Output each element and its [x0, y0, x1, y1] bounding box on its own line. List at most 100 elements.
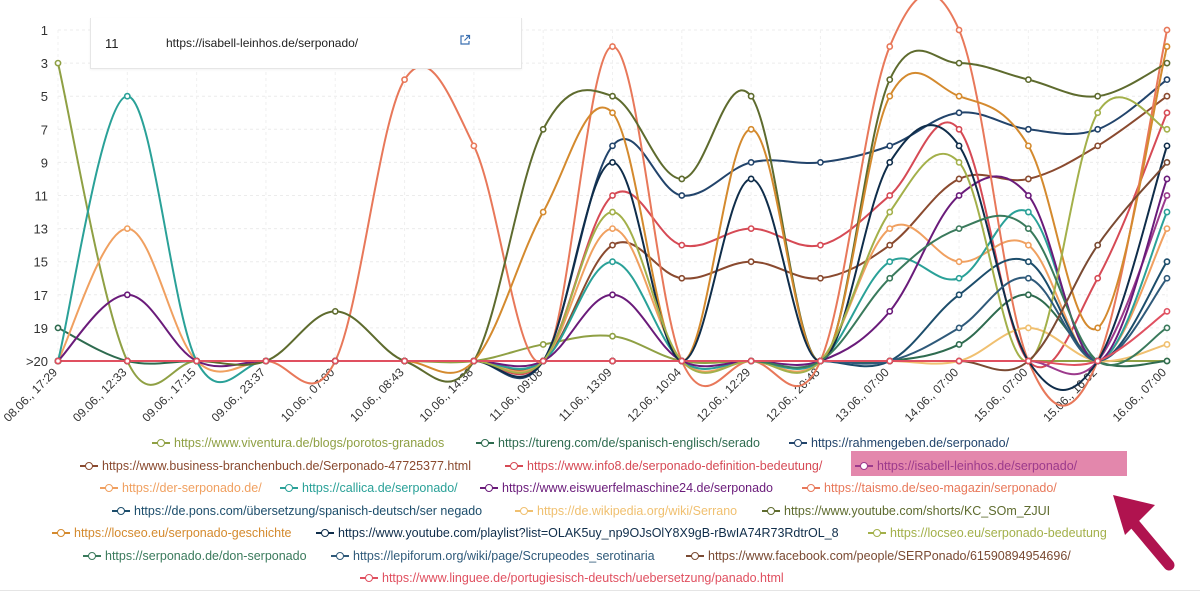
data-point[interactable]: [886, 241, 894, 249]
data-point[interactable]: [609, 192, 616, 199]
data-point[interactable]: [539, 341, 547, 348]
data-point[interactable]: [1024, 76, 1032, 84]
data-point[interactable]: [955, 291, 963, 299]
data-point[interactable]: [955, 142, 963, 150]
data-point[interactable]: [955, 341, 963, 348]
data-point[interactable]: [817, 241, 824, 249]
data-point[interactable]: [1024, 241, 1032, 249]
data-point[interactable]: [886, 208, 894, 216]
data-point[interactable]: [955, 125, 963, 133]
legend-item[interactable]: https://www.info8.de/serponado-definitio…: [505, 456, 822, 476]
data-point[interactable]: [955, 175, 963, 183]
data-point[interactable]: [1163, 43, 1171, 50]
data-point[interactable]: [955, 357, 963, 365]
data-point[interactable]: [1163, 324, 1171, 332]
legend-item[interactable]: https://www.facebook.com/people/SERPonad…: [686, 546, 1071, 566]
data-point[interactable]: [747, 92, 755, 100]
data-point[interactable]: [1024, 258, 1032, 266]
tooltip-url[interactable]: https://isabell-leinhos.de/serponado/: [166, 36, 359, 50]
data-point[interactable]: [123, 291, 131, 299]
data-point[interactable]: [609, 92, 616, 100]
legend-item[interactable]: https://de.wikipedia.org/wiki/Serrano: [515, 501, 737, 521]
data-point[interactable]: [401, 357, 408, 365]
data-point[interactable]: [1094, 274, 1102, 282]
data-point[interactable]: [1024, 324, 1032, 332]
data-point[interactable]: [1163, 307, 1171, 315]
data-point[interactable]: [1163, 192, 1171, 199]
data-point[interactable]: [886, 258, 894, 266]
data-point[interactable]: [609, 241, 616, 249]
data-point[interactable]: [1094, 324, 1102, 332]
data-point[interactable]: [54, 324, 62, 332]
data-point[interactable]: [331, 307, 339, 315]
data-point[interactable]: [54, 59, 62, 67]
data-point[interactable]: [1163, 225, 1171, 232]
data-point[interactable]: [955, 258, 963, 266]
external-link-icon[interactable]: [459, 34, 471, 46]
data-point[interactable]: [1024, 125, 1032, 133]
data-point[interactable]: [955, 225, 963, 232]
data-point[interactable]: [609, 158, 616, 166]
data-point[interactable]: [886, 43, 894, 50]
data-point[interactable]: [1094, 241, 1102, 249]
legend-item[interactable]: https://rahmengeben.de/serponado/: [789, 433, 1009, 453]
data-point[interactable]: [539, 208, 547, 216]
data-point[interactable]: [1024, 274, 1032, 282]
data-point[interactable]: [886, 142, 894, 150]
data-point[interactable]: [678, 192, 686, 199]
data-point[interactable]: [955, 324, 963, 332]
data-point[interactable]: [747, 258, 755, 266]
data-point[interactable]: [609, 225, 616, 232]
data-point[interactable]: [955, 109, 963, 117]
data-point[interactable]: [539, 357, 547, 365]
data-point[interactable]: [609, 332, 616, 340]
data-point[interactable]: [609, 43, 616, 50]
data-point[interactable]: [1163, 274, 1171, 282]
data-point[interactable]: [678, 357, 686, 365]
data-point[interactable]: [1024, 225, 1032, 232]
data-point[interactable]: [1163, 76, 1171, 84]
data-point[interactable]: [1163, 158, 1171, 166]
data-point[interactable]: [123, 92, 131, 100]
data-point[interactable]: [1163, 208, 1171, 216]
data-point[interactable]: [747, 158, 755, 166]
data-point[interactable]: [470, 142, 478, 150]
data-point[interactable]: [747, 357, 755, 365]
data-point[interactable]: [1024, 208, 1032, 216]
data-point[interactable]: [1163, 258, 1171, 266]
data-point[interactable]: [955, 274, 963, 282]
data-point[interactable]: [886, 92, 894, 100]
data-point[interactable]: [886, 158, 894, 166]
data-point[interactable]: [1163, 26, 1171, 34]
data-point[interactable]: [193, 357, 201, 365]
data-point[interactable]: [331, 357, 339, 365]
data-point[interactable]: [747, 225, 755, 232]
data-point[interactable]: [123, 225, 131, 232]
legend-item[interactable]: https://isabell-leinhos.de/serponado/: [855, 456, 1077, 476]
legend-item[interactable]: https://locseo.eu/serponado-bedeutung: [868, 523, 1107, 543]
legend-item[interactable]: https://taismo.de/seo-magazin/serponado/: [802, 478, 1057, 498]
legend-item[interactable]: https://der-serponado.de/: [100, 478, 262, 498]
data-point[interactable]: [1163, 142, 1171, 150]
data-point[interactable]: [1024, 142, 1032, 150]
data-point[interactable]: [1163, 92, 1171, 100]
data-point[interactable]: [1024, 357, 1032, 365]
data-point[interactable]: [886, 76, 894, 84]
data-point[interactable]: [470, 357, 478, 365]
data-point[interactable]: [747, 175, 755, 183]
data-point[interactable]: [1094, 142, 1102, 150]
data-point[interactable]: [886, 357, 894, 365]
legend-item[interactable]: https://www.business-branchenbuch.de/Ser…: [80, 456, 471, 476]
data-point[interactable]: [886, 307, 894, 315]
data-point[interactable]: [1094, 92, 1102, 100]
data-point[interactable]: [1024, 291, 1032, 299]
legend-item[interactable]: https://locseo.eu/serponado-geschichte: [52, 523, 292, 543]
data-point[interactable]: [817, 274, 824, 282]
data-point[interactable]: [1024, 175, 1032, 183]
data-point[interactable]: [886, 274, 894, 282]
data-point[interactable]: [886, 225, 894, 232]
data-point[interactable]: [1163, 59, 1171, 67]
data-point[interactable]: [1094, 125, 1102, 133]
data-point[interactable]: [609, 258, 616, 266]
data-point[interactable]: [54, 357, 62, 365]
